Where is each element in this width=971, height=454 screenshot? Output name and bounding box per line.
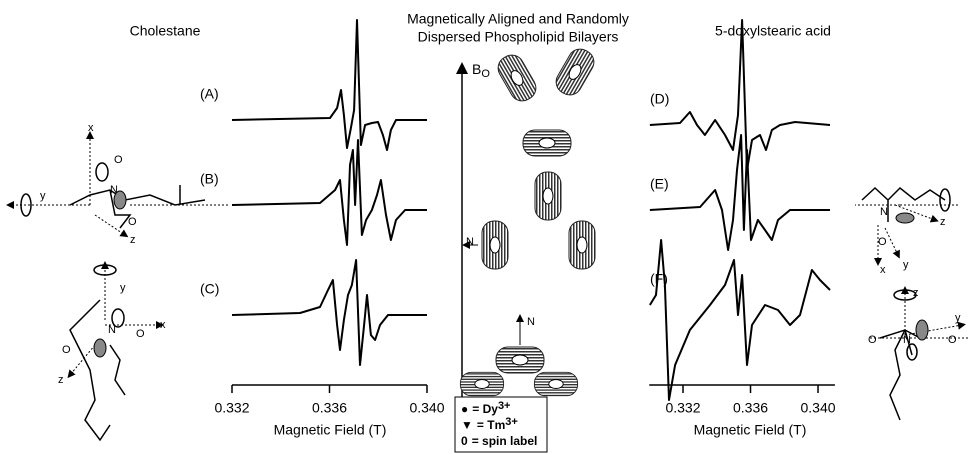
bilayer-label: N	[466, 236, 474, 248]
molecule-label: N	[110, 184, 118, 196]
molecule-label: z	[940, 216, 946, 228]
molecule-label: y	[40, 190, 46, 202]
molecule-label: x	[88, 122, 94, 134]
molecule-label: N	[880, 206, 888, 218]
spectrum-line	[649, 239, 831, 401]
molecule-label: O	[878, 236, 887, 248]
molecule-label: O	[948, 334, 957, 346]
molecule-label: z	[130, 234, 136, 246]
molecule-label: y	[903, 259, 909, 271]
key-text: = Dy	[472, 402, 498, 416]
x-axis-label: Magnetic Field (T)	[274, 422, 387, 438]
molecule-label: N	[903, 334, 911, 346]
chart-title: 5-doxylstearic acid	[715, 23, 831, 39]
key-text: = spin label	[472, 434, 538, 448]
series-label: (A)	[200, 86, 219, 102]
key-sup: 3+	[505, 416, 518, 428]
field-symbol: B	[472, 61, 481, 77]
key-box	[454, 396, 548, 453]
center-title: Magnetically Aligned and Randomly	[407, 11, 629, 27]
molecule-label: O	[114, 154, 123, 166]
key-symbol: ▼	[461, 418, 473, 432]
molecule-label: O	[136, 328, 145, 340]
bilayer-label: N	[527, 316, 535, 328]
molecule-label: N	[108, 324, 116, 336]
key-symbol: ●	[461, 402, 468, 416]
spectrum-line	[231, 139, 427, 246]
molecule-label: O	[128, 216, 137, 228]
key-item: 0 = spin label	[461, 434, 537, 448]
molecule-label: x	[160, 319, 166, 331]
spectrum-line	[231, 19, 427, 151]
spectrum-line	[231, 259, 427, 366]
field-sub: O	[481, 68, 490, 80]
chart-title: Cholestane	[130, 23, 201, 39]
key-text: = Tm	[477, 418, 505, 432]
center-title: Dispersed Phospholipid Bilayers	[418, 29, 619, 45]
x-tick-label: 0.332	[214, 400, 249, 416]
x-tick-label: 0.336	[733, 400, 768, 416]
molecule-cholestane-1	[6, 131, 228, 238]
molecule-doxyl-1	[855, 186, 960, 266]
spectrum-line	[649, 134, 830, 251]
molecule-label: z	[58, 374, 64, 386]
key-item: ● = Dy3+	[461, 400, 510, 416]
key-item: ▼ = Tm3+	[461, 416, 518, 432]
x-tick-label: 0.340	[409, 400, 444, 416]
molecule-label: O	[62, 344, 71, 356]
molecule-cholestane-2	[67, 261, 164, 442]
molecule-label: y	[955, 312, 961, 324]
series-label: (B)	[200, 171, 219, 187]
molecule-doxyl-2	[870, 286, 968, 421]
x-tick-label: 0.332	[665, 400, 700, 416]
molecule-label: y	[120, 282, 126, 294]
bilayer-icons	[459, 44, 599, 397]
series-label: (D)	[650, 91, 669, 107]
x-tick-label: 0.336	[312, 400, 347, 416]
series-label: (C)	[200, 281, 219, 297]
key-sup: 3+	[498, 400, 511, 412]
series-label: (E)	[650, 176, 669, 192]
spectrum-line	[649, 19, 831, 171]
key-symbol: 0	[461, 434, 468, 448]
series-label: (F)	[650, 271, 668, 287]
x-axis-label: Magnetic Field (T)	[694, 422, 807, 438]
x-tick-label: 0.340	[800, 400, 835, 416]
molecule-label: z	[913, 287, 919, 299]
molecule-label: x	[880, 264, 886, 276]
molecule-label: O	[868, 334, 877, 346]
field-label: BO	[472, 61, 490, 80]
